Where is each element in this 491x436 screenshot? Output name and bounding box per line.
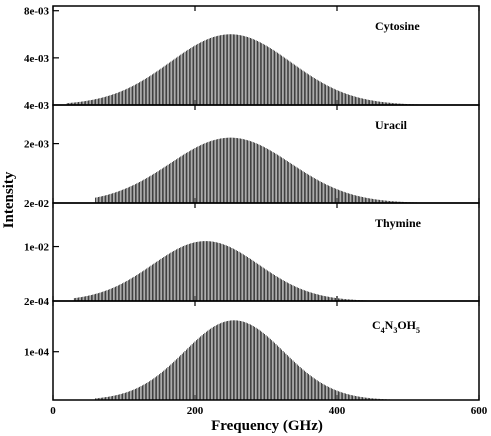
panel-3: 1e-02 2e-04 Thymine <box>24 202 480 308</box>
y-tick-label: 8e-03 <box>24 6 50 18</box>
y-tick-label: 1e-02 <box>24 242 50 254</box>
x-tick-label: 400 <box>329 405 346 417</box>
series-label-part: 5 <box>416 326 420 335</box>
series-label: C4N3OH5 <box>372 318 420 335</box>
series-label-part: C <box>372 318 381 332</box>
panel-4: 1e-04 C4N3OH5 <box>24 300 480 401</box>
y-tick-label: 2e-03 <box>24 139 50 151</box>
y-tick-label: 4e-03 <box>24 53 50 65</box>
series-label-part: 3 <box>393 326 397 335</box>
y-axis-title: Intensity <box>1 171 17 228</box>
series-label-part: N <box>385 318 394 332</box>
x-tick-label: 600 <box>471 405 488 417</box>
x-axis-title: Frequency (GHz) <box>211 418 323 434</box>
panel-frame <box>52 300 480 401</box>
series-label-part: 4 <box>381 326 385 335</box>
series-label-part: OH <box>397 318 416 332</box>
x-tick-label: 0 <box>50 405 56 417</box>
series-label: Thymine <box>375 216 422 230</box>
x-tick-label: 200 <box>187 405 204 417</box>
series-label: Uracil <box>375 118 408 132</box>
axes-layer: Frequency (GHz) Intensity 0 200 400 600 <box>1 171 488 434</box>
y-tick-label: 1e-04 <box>24 347 50 359</box>
panels-layer: 8e-03 4e-03 4e-03 Cytosine 2e-03 2e-02 Uracil 1… <box>24 5 480 401</box>
panel-1: 8e-03 4e-03 4e-03 Cytosine <box>24 5 480 112</box>
panel-2: 2e-03 2e-02 Uracil <box>24 104 480 210</box>
y-tick-label: 4e-03 <box>24 100 50 112</box>
series-label: Cytosine <box>375 19 420 33</box>
y-tick-label: 2e-04 <box>24 296 50 308</box>
y-tick-label: 2e-02 <box>24 198 50 210</box>
